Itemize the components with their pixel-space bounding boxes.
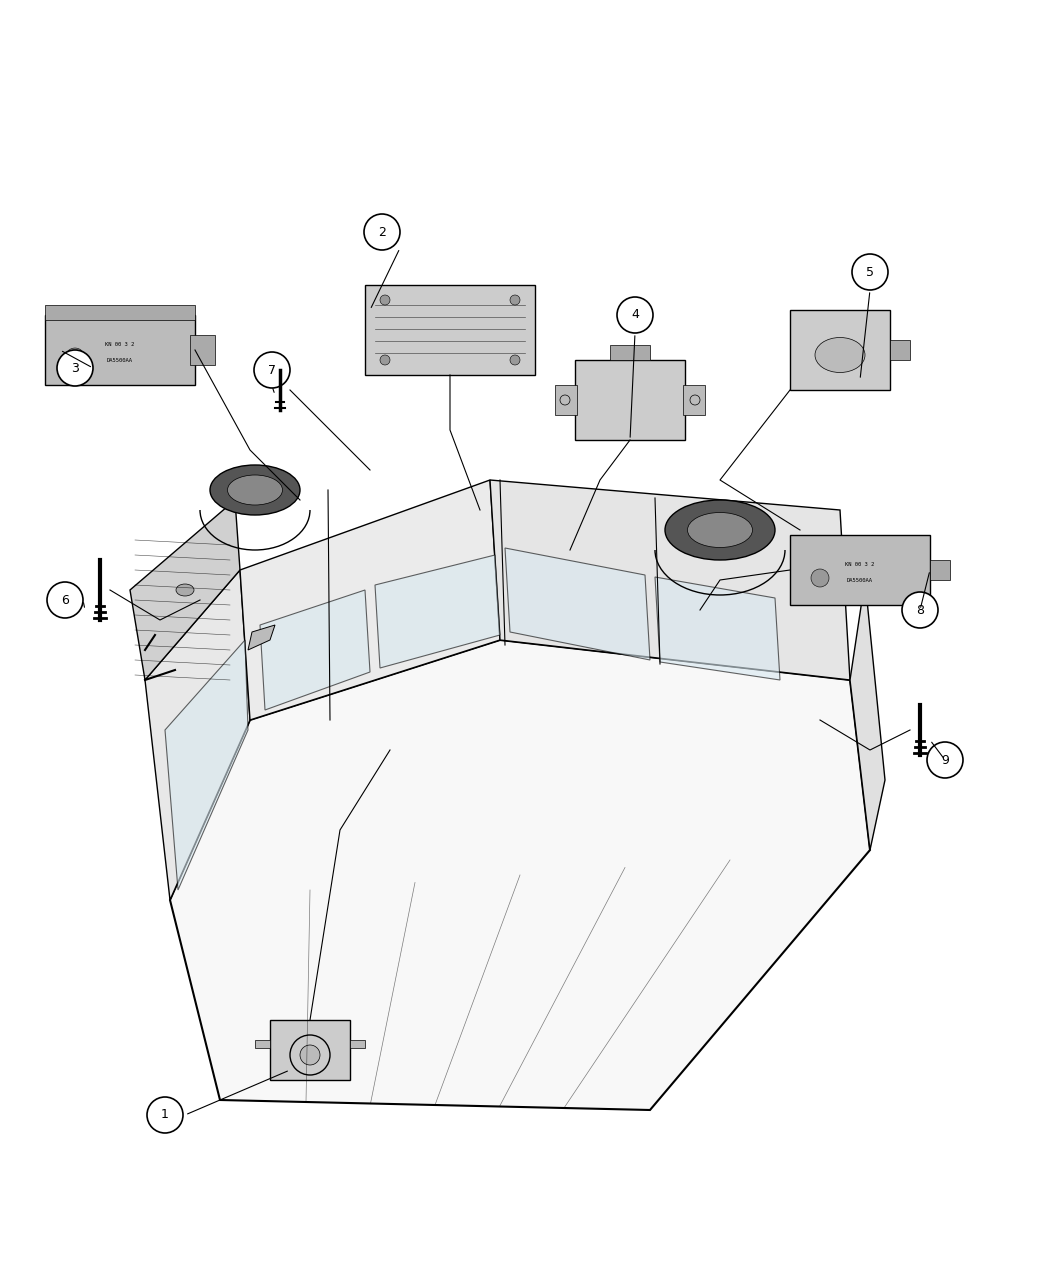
Circle shape <box>380 295 390 305</box>
Circle shape <box>811 569 830 586</box>
Circle shape <box>47 581 83 618</box>
Text: KN 00 3 2: KN 00 3 2 <box>845 562 875 567</box>
Text: KN 00 3 2: KN 00 3 2 <box>105 343 134 348</box>
Polygon shape <box>375 555 500 668</box>
Ellipse shape <box>176 584 194 595</box>
Text: DA5500AA: DA5500AA <box>107 357 133 362</box>
Circle shape <box>254 352 290 388</box>
Circle shape <box>852 254 888 289</box>
Bar <box>45 305 195 320</box>
Ellipse shape <box>688 513 753 547</box>
Bar <box>682 385 705 414</box>
Polygon shape <box>240 479 500 720</box>
Circle shape <box>927 742 963 778</box>
Polygon shape <box>248 625 275 650</box>
Bar <box>610 346 650 360</box>
Polygon shape <box>850 580 885 850</box>
Text: 1: 1 <box>161 1108 169 1122</box>
Circle shape <box>147 1096 183 1133</box>
Circle shape <box>65 348 85 368</box>
Ellipse shape <box>228 476 282 505</box>
Polygon shape <box>490 479 850 680</box>
Ellipse shape <box>815 338 865 372</box>
Polygon shape <box>505 548 650 660</box>
Bar <box>930 560 950 580</box>
Text: 7: 7 <box>268 363 276 376</box>
Polygon shape <box>130 500 240 680</box>
Circle shape <box>510 295 520 305</box>
Ellipse shape <box>665 500 775 560</box>
Bar <box>555 385 578 414</box>
Circle shape <box>902 592 938 629</box>
Text: DA5500AA: DA5500AA <box>847 578 873 583</box>
Text: 4: 4 <box>631 309 639 321</box>
Bar <box>255 1040 270 1048</box>
Bar <box>790 310 890 390</box>
Circle shape <box>274 362 286 374</box>
Bar <box>365 286 536 375</box>
Polygon shape <box>655 578 780 680</box>
Bar <box>790 536 930 606</box>
Bar <box>575 360 685 440</box>
Circle shape <box>57 351 93 386</box>
Bar <box>890 340 910 360</box>
Circle shape <box>300 1046 320 1065</box>
Circle shape <box>617 297 653 333</box>
Bar <box>190 335 215 365</box>
Polygon shape <box>145 570 250 900</box>
Text: 2: 2 <box>378 226 386 238</box>
Text: 5: 5 <box>866 265 874 278</box>
Bar <box>270 1020 350 1080</box>
Circle shape <box>380 354 390 365</box>
Bar <box>350 1040 365 1048</box>
Circle shape <box>364 214 400 250</box>
Text: 8: 8 <box>916 603 924 617</box>
Text: 6: 6 <box>61 593 69 607</box>
Text: 9: 9 <box>941 754 949 766</box>
Ellipse shape <box>210 465 300 515</box>
Text: 3: 3 <box>71 362 79 375</box>
Bar <box>45 315 195 385</box>
Polygon shape <box>165 640 248 890</box>
Polygon shape <box>170 640 870 1111</box>
Polygon shape <box>260 590 370 710</box>
Circle shape <box>510 354 520 365</box>
